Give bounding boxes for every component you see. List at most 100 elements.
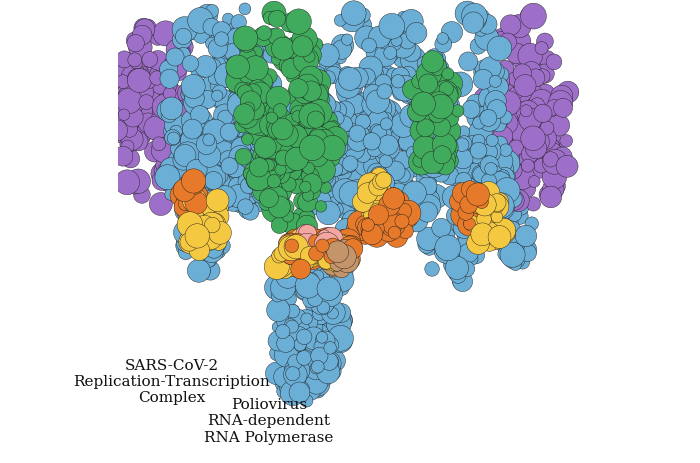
Circle shape (420, 86, 440, 105)
Circle shape (309, 241, 328, 259)
Circle shape (267, 175, 281, 188)
Circle shape (201, 127, 222, 148)
Circle shape (268, 28, 285, 45)
Circle shape (141, 88, 159, 106)
Circle shape (227, 28, 247, 48)
Circle shape (395, 200, 421, 226)
Circle shape (279, 156, 296, 173)
Circle shape (172, 30, 192, 49)
Circle shape (421, 239, 438, 255)
Circle shape (434, 69, 457, 92)
Circle shape (470, 38, 486, 54)
Circle shape (275, 372, 296, 394)
Circle shape (330, 106, 346, 123)
Circle shape (490, 150, 513, 173)
Circle shape (517, 179, 536, 198)
Circle shape (353, 213, 368, 229)
Circle shape (288, 261, 302, 275)
Circle shape (382, 108, 398, 124)
Circle shape (298, 232, 318, 252)
Circle shape (264, 147, 288, 170)
Circle shape (346, 216, 372, 242)
Circle shape (220, 36, 241, 57)
Circle shape (275, 270, 290, 286)
Circle shape (474, 63, 491, 81)
Circle shape (372, 172, 394, 194)
Circle shape (332, 40, 351, 59)
Circle shape (461, 181, 479, 198)
Circle shape (410, 118, 435, 143)
Circle shape (239, 200, 257, 219)
Circle shape (190, 106, 209, 124)
Circle shape (398, 133, 416, 151)
Circle shape (491, 117, 506, 132)
Circle shape (199, 218, 215, 234)
Circle shape (417, 56, 431, 70)
Circle shape (181, 171, 204, 195)
Circle shape (356, 147, 371, 163)
Circle shape (300, 240, 323, 263)
Circle shape (460, 194, 481, 215)
Circle shape (504, 190, 524, 210)
Circle shape (456, 172, 472, 188)
Circle shape (363, 123, 379, 139)
Circle shape (433, 146, 452, 164)
Circle shape (287, 244, 299, 257)
Circle shape (385, 161, 405, 181)
Circle shape (181, 132, 204, 155)
Circle shape (275, 136, 292, 152)
Circle shape (226, 194, 239, 206)
Circle shape (331, 112, 344, 125)
Circle shape (294, 268, 307, 282)
Circle shape (221, 187, 246, 211)
Circle shape (276, 384, 290, 398)
Circle shape (542, 178, 564, 200)
Circle shape (475, 123, 490, 137)
Circle shape (508, 104, 525, 121)
Circle shape (160, 97, 183, 120)
Circle shape (496, 187, 516, 207)
Circle shape (357, 17, 372, 32)
Circle shape (467, 232, 489, 254)
Circle shape (503, 170, 515, 182)
Circle shape (268, 10, 286, 27)
Circle shape (170, 125, 194, 148)
Circle shape (316, 44, 340, 67)
Circle shape (309, 154, 321, 166)
Circle shape (267, 125, 292, 150)
Circle shape (475, 216, 489, 230)
Circle shape (336, 127, 357, 147)
Circle shape (176, 138, 197, 159)
Circle shape (304, 278, 326, 301)
Circle shape (180, 179, 202, 202)
Circle shape (356, 138, 368, 150)
Circle shape (177, 212, 203, 238)
Circle shape (270, 275, 295, 300)
Circle shape (227, 86, 251, 110)
Circle shape (491, 196, 514, 220)
Circle shape (185, 174, 209, 198)
Circle shape (267, 117, 286, 136)
Circle shape (466, 156, 489, 179)
Circle shape (432, 133, 456, 157)
Circle shape (369, 164, 391, 187)
Circle shape (141, 96, 164, 119)
Circle shape (278, 250, 300, 272)
Circle shape (391, 132, 404, 144)
Circle shape (181, 109, 204, 132)
Circle shape (276, 274, 295, 293)
Circle shape (434, 133, 450, 149)
Circle shape (392, 75, 418, 101)
Circle shape (205, 5, 218, 18)
Circle shape (412, 92, 435, 116)
Circle shape (424, 147, 440, 163)
Circle shape (185, 192, 208, 214)
Circle shape (329, 253, 341, 265)
Circle shape (421, 154, 444, 176)
Circle shape (304, 124, 316, 135)
Circle shape (127, 69, 148, 88)
Circle shape (214, 32, 229, 46)
Circle shape (154, 85, 169, 100)
Circle shape (314, 100, 327, 113)
Circle shape (316, 331, 330, 344)
